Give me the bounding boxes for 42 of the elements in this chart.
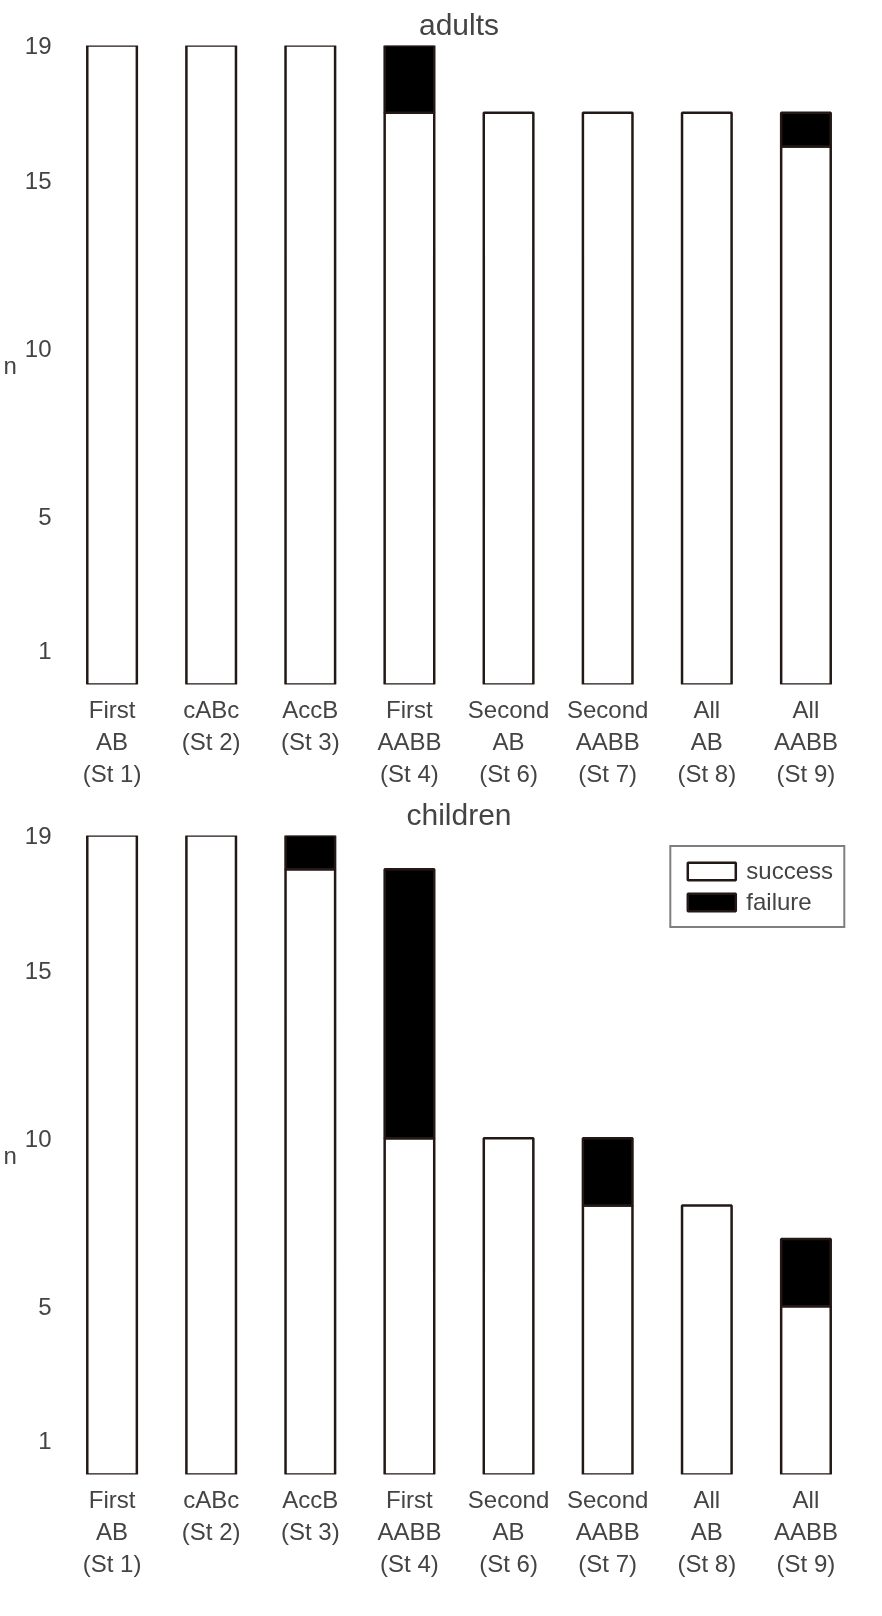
x-tick-label: cABc (St 2)	[181, 695, 241, 755]
bar	[86, 835, 139, 1475]
y-tick-label: 1	[38, 1427, 52, 1455]
y-tick-label: 15	[24, 166, 52, 194]
x-tick-label: First AB (St 1)	[82, 1485, 142, 1578]
bar	[680, 111, 733, 685]
chart-title: adults	[418, 7, 500, 41]
y-axis-title: n	[3, 1141, 17, 1169]
x-tick-label: First AABB (St 4)	[377, 1485, 442, 1578]
legend-label: success	[746, 857, 833, 885]
bar	[680, 1204, 733, 1475]
x-tick-label: First AB (St 1)	[82, 695, 142, 788]
x-tick-label: All AABB (St 9)	[773, 1485, 838, 1578]
x-tick-label: All AABB (St 9)	[773, 695, 838, 788]
x-tick-label: Second AABB (St 7)	[566, 695, 649, 788]
y-tick-label: 5	[38, 502, 52, 530]
bar	[284, 45, 337, 685]
y-tick-label: 5	[38, 1292, 52, 1320]
x-tick-label: Second AABB (St 7)	[566, 1485, 649, 1578]
y-tick-label: 19	[24, 822, 52, 849]
x-tick-label: AccB (St 3)	[280, 695, 340, 755]
y-tick-label: 10	[24, 334, 52, 362]
x-tick-label: AccB (St 3)	[280, 1485, 340, 1545]
bar	[185, 45, 238, 685]
x-tick-label: Second AB (St 6)	[467, 1485, 550, 1578]
bar	[581, 111, 634, 685]
y-tick-label: 15	[24, 956, 52, 984]
x-tick-label: First AABB (St 4)	[377, 695, 442, 788]
y-tick-label: 1	[38, 637, 52, 665]
y-tick-label: 19	[24, 32, 52, 59]
bar	[482, 111, 535, 685]
y-tick-label: 10	[24, 1124, 52, 1152]
bar	[185, 835, 238, 1475]
bar	[482, 1136, 535, 1475]
x-tick-label: Second AB (St 6)	[467, 695, 550, 788]
x-tick-label: All AB (St 8)	[677, 695, 737, 788]
bar	[86, 45, 139, 685]
x-tick-label: cABc (St 2)	[181, 1485, 241, 1545]
y-axis-title: n	[3, 351, 17, 379]
legend-label: failure	[746, 888, 812, 916]
x-tick-label: All AB (St 8)	[677, 1485, 737, 1578]
chart-title: children	[406, 797, 512, 831]
